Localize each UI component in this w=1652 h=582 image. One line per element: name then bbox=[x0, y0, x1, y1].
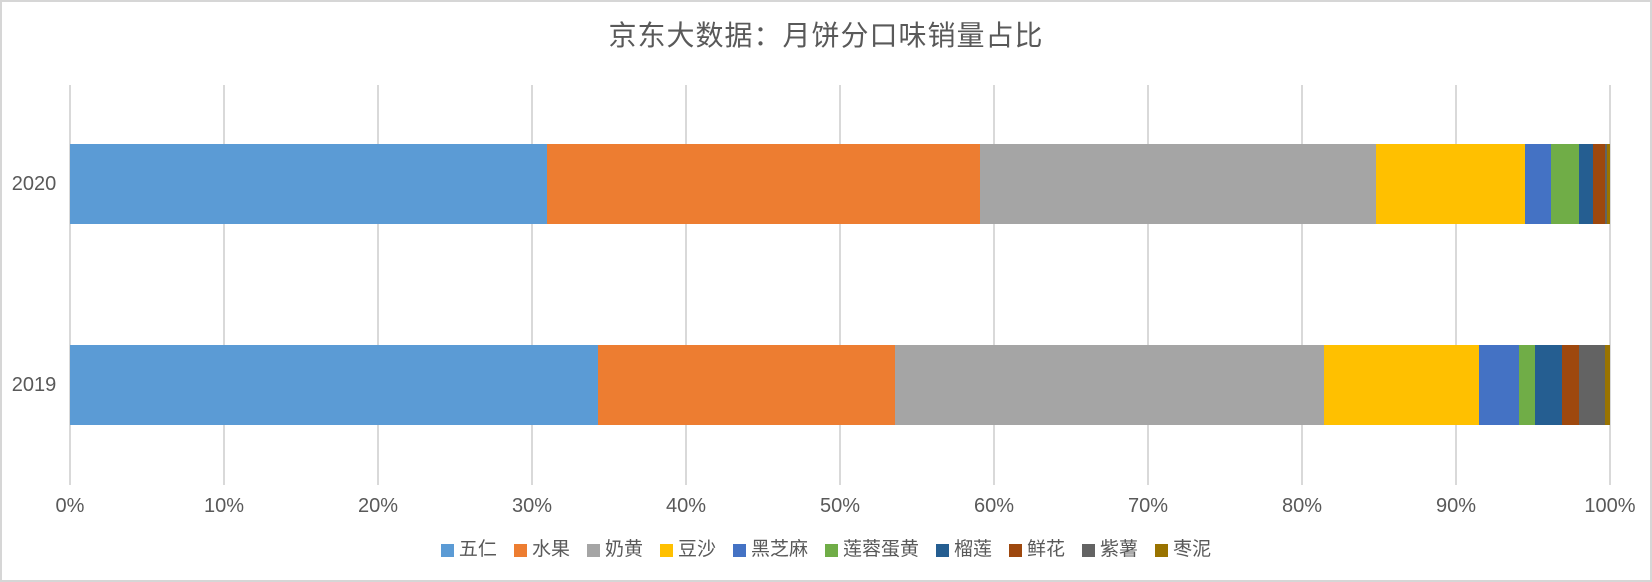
legend-item-莲蓉蛋黄: 莲蓉蛋黄 bbox=[825, 538, 919, 562]
legend-swatch-icon bbox=[586, 543, 600, 557]
legend-label: 鲜花 bbox=[1027, 539, 1066, 560]
bar-segment-2019-莲蓉蛋黄 bbox=[1519, 345, 1535, 425]
bar-segment-2020-鲜花 bbox=[1593, 144, 1606, 224]
x-tick-label-100%: 100% bbox=[1584, 495, 1636, 517]
x-tick-label-70%: 70% bbox=[1127, 495, 1169, 517]
legend-swatch-icon bbox=[440, 543, 454, 557]
gridline-100% bbox=[1609, 85, 1611, 485]
bar-segment-2019-鲜花 bbox=[1562, 345, 1580, 425]
legend-label: 莲蓉蛋黄 bbox=[843, 539, 920, 560]
legend-label: 奶黄 bbox=[604, 539, 643, 560]
legend-label: 黑芝麻 bbox=[750, 539, 808, 560]
legend-swatch-icon bbox=[513, 543, 527, 557]
y-axis-label-2020: 2020 bbox=[11, 173, 57, 195]
gridline-70% bbox=[1147, 85, 1149, 485]
legend-swatch-icon bbox=[825, 543, 838, 557]
bar-segment-2020-紫薯 bbox=[1605, 144, 1607, 224]
x-tick-label-0%: 0% bbox=[55, 495, 85, 517]
bar-segment-2019-枣泥 bbox=[1605, 345, 1610, 425]
bar-segment-2019-奶黄 bbox=[895, 345, 1324, 425]
legend-label: 水果 bbox=[531, 539, 570, 560]
bar-segment-2019-五仁 bbox=[70, 345, 599, 425]
legend-swatch-icon bbox=[659, 543, 673, 557]
bar-segment-2019-紫薯 bbox=[1579, 345, 1606, 425]
legend-item-五仁: 五仁 bbox=[440, 538, 497, 562]
gridline-50% bbox=[839, 85, 841, 485]
legend-label: 枣泥 bbox=[1173, 539, 1212, 560]
legend-item-枣泥: 枣泥 bbox=[1155, 538, 1211, 562]
legend-item-水果: 水果 bbox=[513, 538, 570, 562]
x-tick-label-80%: 80% bbox=[1281, 495, 1323, 517]
x-tick-label-20%: 20% bbox=[357, 495, 399, 517]
legend-swatch-icon bbox=[1082, 543, 1096, 557]
bar-segment-2020-豆沙 bbox=[1375, 144, 1526, 224]
x-tick-label-60%: 60% bbox=[973, 495, 1015, 517]
legend-swatch-icon bbox=[936, 543, 950, 557]
bar-segment-2019-豆沙 bbox=[1323, 345, 1480, 425]
legend-item-紫薯: 紫薯 bbox=[1082, 538, 1138, 562]
x-tick-label-50%: 50% bbox=[819, 495, 861, 517]
bar-segment-2020-五仁 bbox=[70, 144, 548, 224]
bar-segment-2020-水果 bbox=[547, 144, 981, 224]
bar-segment-2020-黑芝麻 bbox=[1525, 144, 1552, 224]
x-tick-label-30%: 30% bbox=[511, 495, 553, 517]
legend-swatch-icon bbox=[732, 543, 746, 557]
chart-title: 京东大数据：月饼分口味销量占比 bbox=[608, 20, 1044, 51]
legend-label: 榴莲 bbox=[954, 539, 993, 560]
gridline-90% bbox=[1455, 85, 1457, 485]
bar-segment-2019-榴莲 bbox=[1534, 345, 1563, 425]
bar-segment-2020-榴莲 bbox=[1579, 144, 1594, 224]
bar-segment-2020-莲蓉蛋黄 bbox=[1551, 144, 1580, 224]
gridline-0% bbox=[69, 85, 71, 485]
bar-segment-2020-奶黄 bbox=[980, 144, 1376, 224]
legend-item-黑芝麻: 黑芝麻 bbox=[732, 538, 808, 562]
legend-item-鲜花: 鲜花 bbox=[1009, 538, 1065, 562]
x-tick-label-40%: 40% bbox=[665, 495, 707, 517]
bar-segment-2019-黑芝麻 bbox=[1479, 345, 1520, 425]
legend-item-奶黄: 奶黄 bbox=[586, 538, 643, 562]
legend-item-豆沙: 豆沙 bbox=[659, 538, 716, 562]
legend-label: 豆沙 bbox=[677, 539, 716, 560]
legend-item-榴莲: 榴莲 bbox=[936, 538, 992, 562]
bar-segment-2020-枣泥 bbox=[1606, 144, 1610, 224]
gridline-10% bbox=[223, 85, 225, 485]
gridline-80% bbox=[1301, 85, 1303, 485]
bar-row-2020 bbox=[70, 144, 1610, 224]
legend-label: 紫薯 bbox=[1100, 539, 1139, 560]
legend: 五仁 水果 奶黄 豆沙 黑芝麻 莲蓉蛋黄 榴莲 鲜花 紫薯 枣泥 bbox=[2, 537, 1650, 563]
plot-area bbox=[69, 85, 1611, 485]
x-tick-label-10%: 10% bbox=[203, 495, 245, 517]
y-axis-label-2019: 2019 bbox=[11, 374, 57, 396]
gridline-40% bbox=[685, 85, 687, 485]
legend-label: 五仁 bbox=[458, 539, 497, 560]
gridline-30% bbox=[531, 85, 533, 485]
bar-row-2019 bbox=[70, 345, 1610, 425]
legend-swatch-icon bbox=[1155, 543, 1169, 557]
gridline-20% bbox=[377, 85, 379, 485]
gridline-60% bbox=[993, 85, 995, 485]
x-tick-label-90%: 90% bbox=[1435, 495, 1477, 517]
bar-segment-2019-水果 bbox=[598, 345, 896, 425]
legend-swatch-icon bbox=[1009, 543, 1023, 557]
